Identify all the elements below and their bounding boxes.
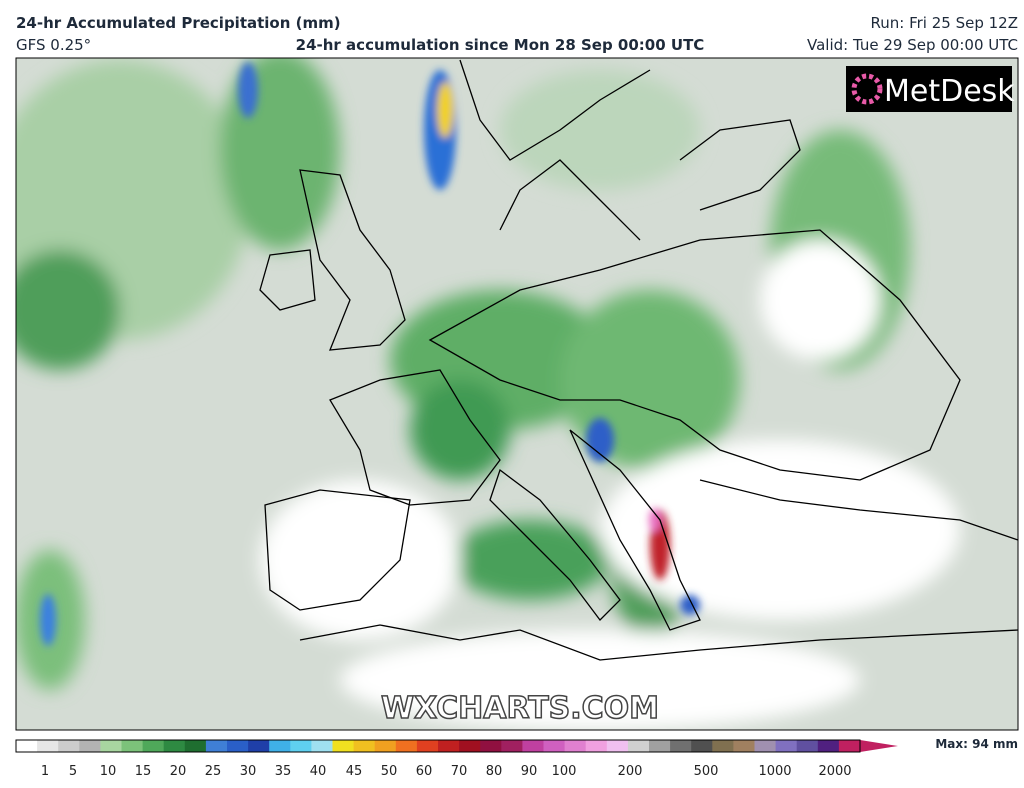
colorbar-swatch <box>37 740 59 752</box>
subtitle: 24-hr accumulation since Mon 28 Sep 00:0… <box>296 36 705 54</box>
colorbar-tick-label: 2000 <box>818 764 851 779</box>
colorbar-tick-label: 1 <box>41 764 49 779</box>
colorbar-swatch <box>269 740 291 752</box>
colorbar-swatch <box>227 740 249 752</box>
colorbar-swatch <box>817 740 840 752</box>
colorbar-tick-label: 15 <box>135 764 152 779</box>
colorbar-swatch <box>100 740 122 752</box>
colorbar-tick-label: 90 <box>521 764 538 779</box>
colorbar-swatch <box>522 740 544 752</box>
colorbar-tick-label: 25 <box>205 764 222 779</box>
colorbar-tick-label: 1000 <box>758 764 791 779</box>
colorbar-swatch <box>205 740 228 752</box>
colorbar-tick-label: 80 <box>486 764 503 779</box>
colorbar-swatch <box>627 740 650 752</box>
colorbar-tick-label: 5 <box>69 764 77 779</box>
colorbar: 1 5 10 15 20 25 30 35 40 45 50 60 70 80 90 100 200 500 100… <box>15 739 898 779</box>
colorbar-swatch <box>374 740 397 752</box>
colorbar-swatch <box>184 740 207 752</box>
colorbar-tick-label: 50 <box>381 764 398 779</box>
colorbar-swatch <box>438 740 460 752</box>
colorbar-swatch <box>459 740 481 752</box>
colorbar-tick-label: 10 <box>100 764 117 779</box>
colorbar-tick-label: 200 <box>618 764 643 779</box>
colorbar-swatch <box>395 740 418 752</box>
colorbar-swatch <box>775 740 798 752</box>
colorbar-tick-label: 40 <box>310 764 327 779</box>
run: Run: Fri 25 Sep 12Z <box>871 14 1018 32</box>
precip-peaks <box>40 62 700 646</box>
colorbar-swatch <box>121 740 144 752</box>
colorbar-swatch <box>796 740 819 752</box>
colorbar-swatch <box>248 740 270 752</box>
valid: Valid: Tue 29 Sep 00:00 UTC <box>807 36 1018 54</box>
map-frame <box>15 57 1019 731</box>
watermark: WXCHARTS.COM <box>381 691 659 726</box>
colorbar-swatch <box>649 740 671 752</box>
model: GFS 0.25° <box>16 36 91 54</box>
map: WXCHARTS.COM MetDesk <box>16 58 1018 730</box>
colorbar-swatch <box>79 740 101 752</box>
colorbar-swatch <box>754 740 777 752</box>
colorbar-swatch <box>838 740 861 752</box>
colorbar-tick-label: 60 <box>416 764 433 779</box>
colorbar-tick-label: 30 <box>240 764 257 779</box>
logo: MetDesk <box>846 66 1015 112</box>
colorbar-arrow <box>860 740 898 752</box>
title: 24-hr Accumulated Precipitation (mm) <box>16 14 341 32</box>
colorbar-swatch <box>353 740 376 752</box>
colorbar-swatch <box>16 740 38 752</box>
coastlines <box>259 59 1018 661</box>
colorbar-tick-label: 45 <box>346 764 363 779</box>
max-label: Max: 94 mm <box>935 737 1018 751</box>
colorbar-tick-label: 20 <box>170 764 187 779</box>
colorbar-tick-label: 35 <box>275 764 292 779</box>
colorbar-swatch <box>311 740 333 752</box>
colorbar-swatch <box>733 740 755 752</box>
colorbar-swatch <box>501 740 523 752</box>
colorbar-frame <box>15 739 861 753</box>
logo-text: MetDesk <box>884 74 1015 109</box>
colorbar-swatch <box>670 740 692 752</box>
colorbar-swatch <box>290 740 312 752</box>
colorbar-swatch <box>416 740 439 752</box>
colorbar-tick-label: 500 <box>694 764 719 779</box>
colorbar-tick-label: 70 <box>451 764 468 779</box>
colorbar-tick-label: 100 <box>552 764 577 779</box>
colorbar-swatch <box>691 740 713 752</box>
colorbar-swatch <box>543 740 566 752</box>
colorbar-swatch <box>585 740 608 752</box>
colorbar-swatch <box>332 740 355 752</box>
colorbar-swatch <box>712 740 734 752</box>
colorbar-swatch <box>58 740 80 752</box>
colorbar-swatch <box>564 740 587 752</box>
colorbar-swatch <box>606 740 629 752</box>
colorbar-swatch <box>142 740 165 752</box>
colorbar-swatch <box>480 740 502 752</box>
colorbar-swatch <box>163 740 186 752</box>
